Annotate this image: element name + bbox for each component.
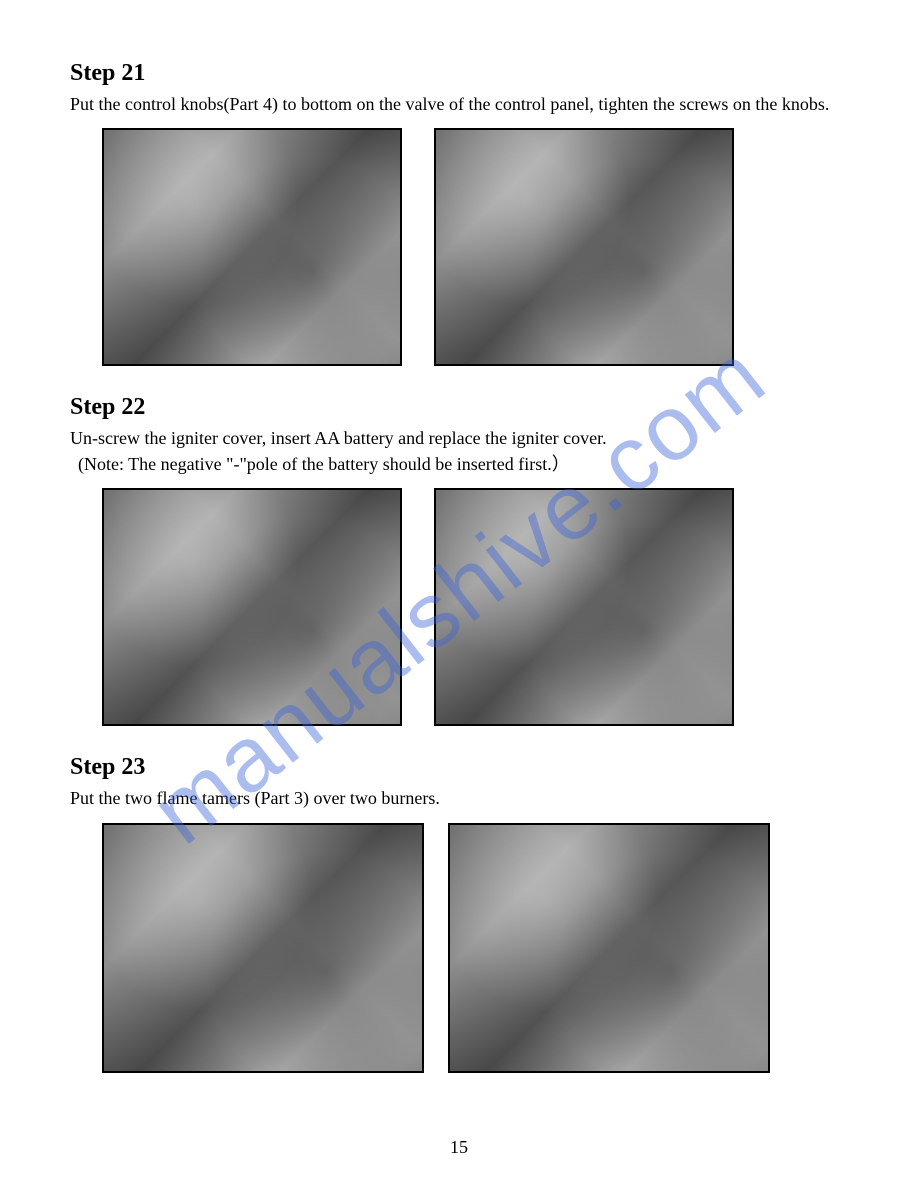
image-row — [102, 823, 848, 1073]
instruction-image — [434, 488, 734, 726]
image-row — [102, 488, 848, 726]
image-row — [102, 128, 848, 366]
instruction-image — [434, 128, 734, 366]
step-title: Step 22 — [70, 394, 848, 421]
step-title: Step 21 — [70, 60, 848, 87]
instruction-image — [448, 823, 770, 1073]
step-title: Step 23 — [70, 754, 848, 781]
step-description: Put the two flame tamers (Part 3) over t… — [70, 787, 848, 810]
instruction-image — [102, 823, 424, 1073]
step-22: Step 22 Un-screw the igniter cover, inse… — [70, 394, 848, 726]
step-23: Step 23 Put the two flame tamers (Part 3… — [70, 754, 848, 1072]
instruction-image — [102, 128, 402, 366]
page-number: 15 — [0, 1137, 918, 1158]
step-note: (Note: The negative "-"pole of the batte… — [78, 453, 848, 476]
step-21: Step 21 Put the control knobs(Part 4) to… — [70, 60, 848, 366]
step-description: Un-screw the igniter cover, insert AA ba… — [70, 427, 848, 450]
step-description: Put the control knobs(Part 4) to bottom … — [70, 93, 848, 116]
instruction-image — [102, 488, 402, 726]
